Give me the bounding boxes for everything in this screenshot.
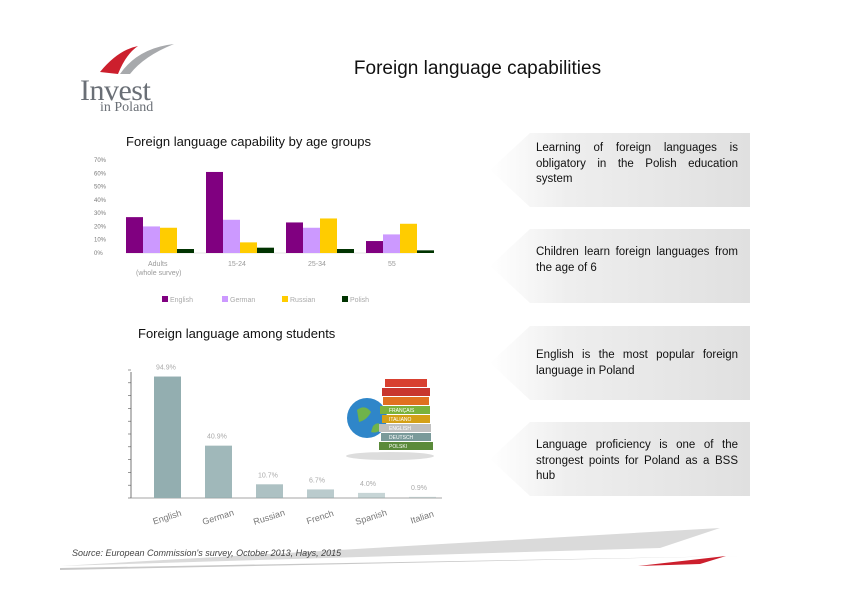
value-label: 6.7% [309,477,325,484]
legend-swatch [282,296,288,302]
bar-german [143,226,160,253]
legend-swatch [342,296,348,302]
bar-russian [320,218,337,253]
legend-label: English [170,297,193,304]
legend-label: German [230,297,255,304]
bar-german [383,234,400,253]
category-label: English [151,508,182,527]
y-tick-label: 20% [94,224,107,230]
bar-spanish [358,492,385,498]
callout-text: English is the most popular foreign lang… [536,349,738,377]
bar-russian [160,227,177,253]
section-title-age-groups: Foreign language capability by age group… [126,134,372,149]
section-title-students: Foreign language among students [138,326,336,341]
book-label: POLSKI [389,444,407,450]
callout-text: Children learn foreign languages from th… [536,246,738,274]
book-label: FRANÇAIS [389,408,415,414]
page-title: Foreign language capabilities [353,58,602,79]
y-tick-label: 70% [94,158,107,164]
value-label: 40.9% [207,434,227,441]
value-label: 10.7% [258,472,278,479]
bar-english [206,171,223,253]
category-label: Italian [409,509,435,526]
callout-bss-hub: Language proficiency is one of the stron… [490,422,750,496]
bar-french [307,489,334,498]
y-tick-label: 40% [94,198,107,204]
callout-text: Learning of foreign languages is obligat… [536,142,738,185]
category-sublabel: (whole survey) [136,270,182,277]
bar-polish [337,249,354,253]
category-label: 55 [388,261,396,268]
bar-italian [409,496,436,498]
bar-english [366,241,383,253]
bar-polish [177,249,194,253]
bar-russian [400,223,417,253]
logo-swoosh-icon [100,44,174,74]
y-tick-label: 60% [94,171,107,177]
category-label: Russian [252,507,286,527]
legend-swatch [222,296,228,302]
book-label: DEUTSCH [389,435,414,441]
book-label: ITALIANO [389,417,412,423]
bar-english [126,217,143,253]
value-label: 94.9% [156,365,176,372]
bar-german [223,219,240,253]
bar-polish [257,247,274,253]
bar-english [286,222,303,253]
bar-russian [256,484,283,498]
value-label: 4.0% [360,481,376,488]
category-label: 25-34 [308,261,326,268]
students-bar-chart: 94.9% English 40.9% German 10.7% Russian 6.7% F… [128,365,442,527]
y-tick-label: 30% [94,211,107,217]
legend-label: Russian [290,297,315,304]
bar-russian [240,242,257,253]
category-label: 15-24 [228,261,246,268]
category-label: Spanish [354,507,388,527]
y-tick-label: 50% [94,185,107,191]
books-globe-illustration: POLSKI DEUTSCH ENGLISH ITALIANO FRANÇAIS [346,379,434,460]
callout-age-six: Children learn foreign languages from th… [490,229,750,303]
callout-text: Language proficiency is one of the stron… [536,439,738,482]
bar-german [303,227,320,253]
legend-label: Polish [350,297,369,304]
logo-subword: in Poland [100,100,154,115]
category-label: German [201,507,235,527]
y-tick-label: 0% [94,251,103,257]
y-tick-label: 10% [94,238,107,244]
source-note: Source: European Commission's survey, Oc… [72,548,342,558]
footer-swoosh [60,528,740,570]
legend-swatch [162,296,168,302]
bar-german [205,445,232,498]
callout-english-popular: English is the most popular foreign lang… [490,326,750,400]
invest-in-poland-logo: Invest in Poland [80,40,175,118]
callout-obligatory-learning: Learning of foreign languages is obligat… [490,133,750,207]
book-label: ENGLISH [389,426,411,432]
age-groups-bar-chart: 0% 10% 20% 30% 40% 50% 60% 70% Adults (whole surv… [94,158,434,304]
category-label: French [305,508,335,526]
bar-english [154,376,181,498]
bar-polish [417,250,434,253]
value-label: 0.9% [411,485,427,492]
logo-word: Invest [80,74,151,107]
category-label: Adults [148,261,168,268]
